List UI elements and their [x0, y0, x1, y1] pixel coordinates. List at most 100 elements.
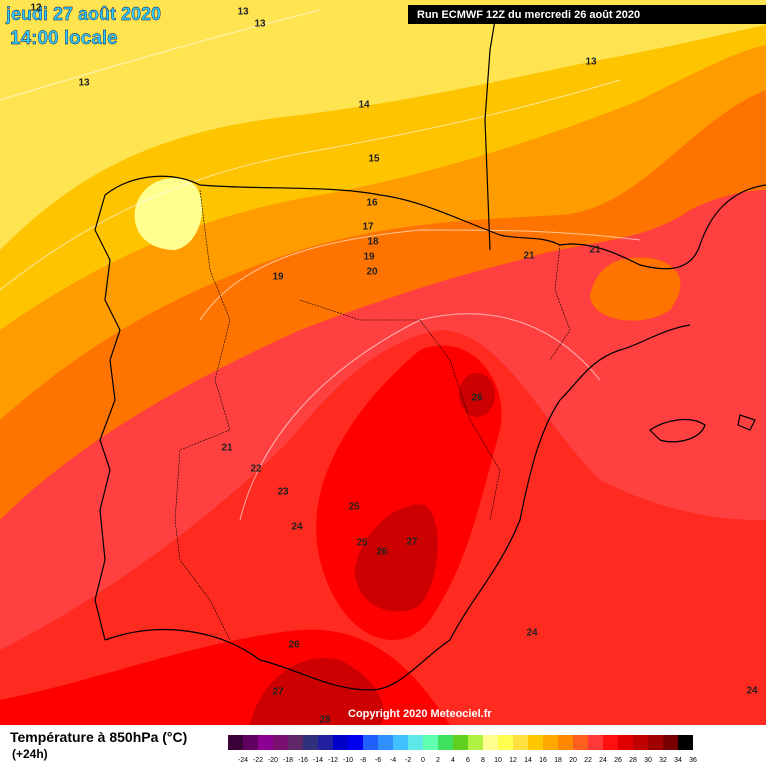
scale-label: -24	[238, 757, 248, 764]
scale-label: 16	[539, 757, 547, 764]
color-swatch	[663, 735, 678, 750]
contour-label: 24	[526, 628, 538, 639]
contour-label: 25	[356, 538, 368, 549]
color-swatch	[273, 735, 288, 750]
contour-label: 15	[368, 154, 380, 165]
scale-label: 10	[494, 757, 502, 764]
scale-label: 22	[584, 757, 592, 764]
contour-label: 12	[30, 3, 42, 14]
run-banner	[408, 5, 766, 24]
scale-label: -8	[360, 757, 366, 764]
scale-label: 12	[509, 757, 517, 764]
scale-label: -14	[313, 757, 323, 764]
color-swatch	[243, 735, 258, 750]
contour-label: 25	[348, 502, 360, 513]
scale-label: 2	[436, 757, 440, 764]
color-swatch	[528, 735, 543, 750]
color-swatch	[333, 735, 348, 750]
contour-label: 21	[589, 245, 601, 256]
scale-label: 14	[524, 757, 532, 764]
color-swatch	[378, 735, 393, 750]
color-swatch	[483, 735, 498, 750]
color-swatch	[363, 735, 378, 750]
contour-label: 16	[366, 198, 378, 209]
contour-label: 13	[254, 19, 266, 30]
color-swatch	[453, 735, 468, 750]
color-swatch	[573, 735, 588, 750]
scale-label: -2	[405, 757, 411, 764]
contour-label: 19	[363, 252, 375, 263]
color-swatch	[303, 735, 318, 750]
isotherms	[0, 9, 641, 521]
color-swatch	[423, 735, 438, 750]
scale-label: -18	[283, 757, 293, 764]
color-swatch	[648, 735, 663, 750]
color-swatch	[393, 735, 408, 750]
scale-label: 6	[466, 757, 470, 764]
legend-panel	[0, 725, 778, 781]
legend-lead: (+24h)	[12, 747, 48, 761]
contour-label: 28	[319, 715, 331, 726]
color-swatch	[588, 735, 603, 750]
scale-label: 32	[659, 757, 667, 764]
contour-label: 22	[250, 464, 262, 475]
color-swatch	[558, 735, 573, 750]
color-swatch	[408, 735, 423, 750]
color-swatch	[513, 735, 528, 750]
color-swatch	[543, 735, 558, 750]
color-swatch	[603, 735, 618, 750]
contour-label: 24	[746, 686, 758, 697]
contour-label: 14	[358, 100, 370, 111]
contour-label: 21	[523, 251, 535, 262]
contour-label: 21	[221, 443, 233, 454]
scale-label: -22	[253, 757, 263, 764]
copyright: Copyright 2020 Meteociel.fr	[348, 708, 492, 720]
contour-label: 27	[272, 687, 284, 698]
contour-label: 17	[362, 222, 374, 233]
color-swatch	[633, 735, 648, 750]
contour-label: 13	[237, 7, 249, 18]
scale-label: -10	[343, 757, 353, 764]
date-title: jeudi 27 août 2020	[5, 4, 161, 24]
color-swatch	[498, 735, 513, 750]
run-text: Run ECMWF 12Z du mercredi 26 août 2020	[417, 9, 640, 21]
contour-label: 23	[277, 487, 289, 498]
contour-label: 27	[406, 537, 418, 548]
color-swatch	[468, 735, 483, 750]
scale-label: -6	[375, 757, 381, 764]
contour-label: 13	[78, 78, 90, 89]
map-fill	[0, 0, 766, 725]
color-swatch	[678, 735, 693, 750]
contour-label: 19	[272, 272, 284, 283]
scale-label: 28	[629, 757, 637, 764]
scale-label: 20	[569, 757, 577, 764]
contour-label: 26	[288, 640, 300, 651]
contour-label: 26	[376, 547, 388, 558]
color-swatch	[318, 735, 333, 750]
scale-label: 4	[451, 757, 455, 764]
scale-label: 30	[644, 757, 652, 764]
color-swatch	[228, 735, 243, 750]
contour-label: 24	[291, 522, 303, 533]
contour-label: 18	[367, 237, 379, 248]
scale-label: 26	[614, 757, 622, 764]
scale-label: 18	[554, 757, 562, 764]
scale-label: -4	[390, 757, 396, 764]
contour-label: 20	[366, 267, 378, 278]
color-swatch	[348, 735, 363, 750]
scale-label: 24	[599, 757, 607, 764]
scale-label: 0	[421, 757, 425, 764]
legend-title: Température à 850hPa (°C)	[10, 729, 187, 745]
color-swatch	[438, 735, 453, 750]
scale-label: -12	[328, 757, 338, 764]
color-swatch	[288, 735, 303, 750]
scale-label: -20	[268, 757, 278, 764]
scale-label: 36	[689, 757, 697, 764]
coastlines	[94, 19, 767, 691]
time-title: 14:00 locale	[10, 28, 118, 49]
color-swatch	[618, 735, 633, 750]
scale-label: 34	[674, 757, 682, 764]
scale-label: 8	[481, 757, 485, 764]
borders	[174, 189, 571, 641]
